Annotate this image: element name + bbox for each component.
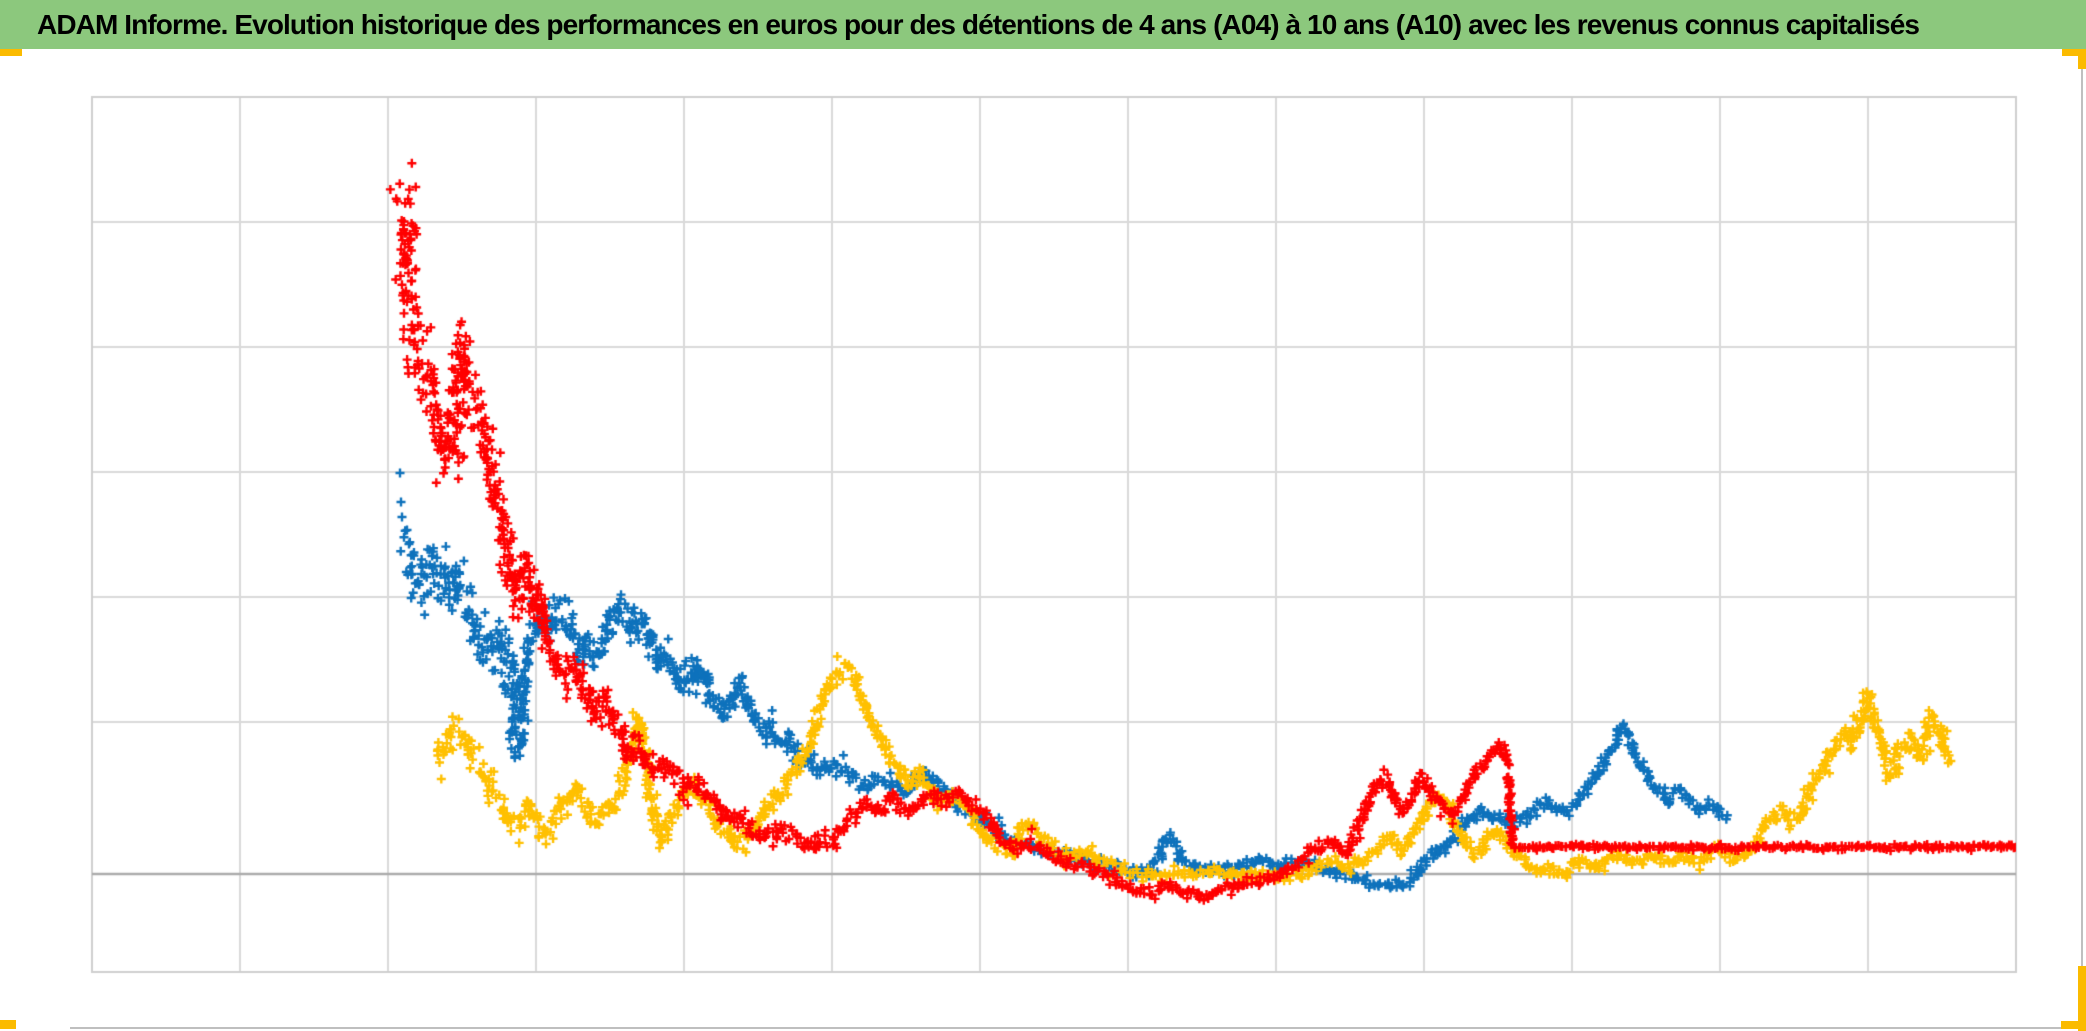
corner-mark-top-right-vertical bbox=[2078, 49, 2086, 69]
window-right-border bbox=[2081, 49, 2083, 1031]
corner-mark-bottom-left bbox=[0, 1020, 16, 1029]
corner-mark-top-left bbox=[0, 49, 22, 56]
window-bottom-border bbox=[70, 1027, 2062, 1029]
corner-mark-bottom-right-vertical bbox=[2078, 966, 2086, 1031]
title-bar: ADAM Informe. Evolution historique des p… bbox=[0, 0, 2086, 49]
corner-mark-top-right-horizontal bbox=[2062, 49, 2086, 56]
corner-mark-bottom-right-horizontal bbox=[2061, 1021, 2086, 1029]
chart-title: ADAM Informe. Evolution historique des p… bbox=[37, 8, 1920, 40]
